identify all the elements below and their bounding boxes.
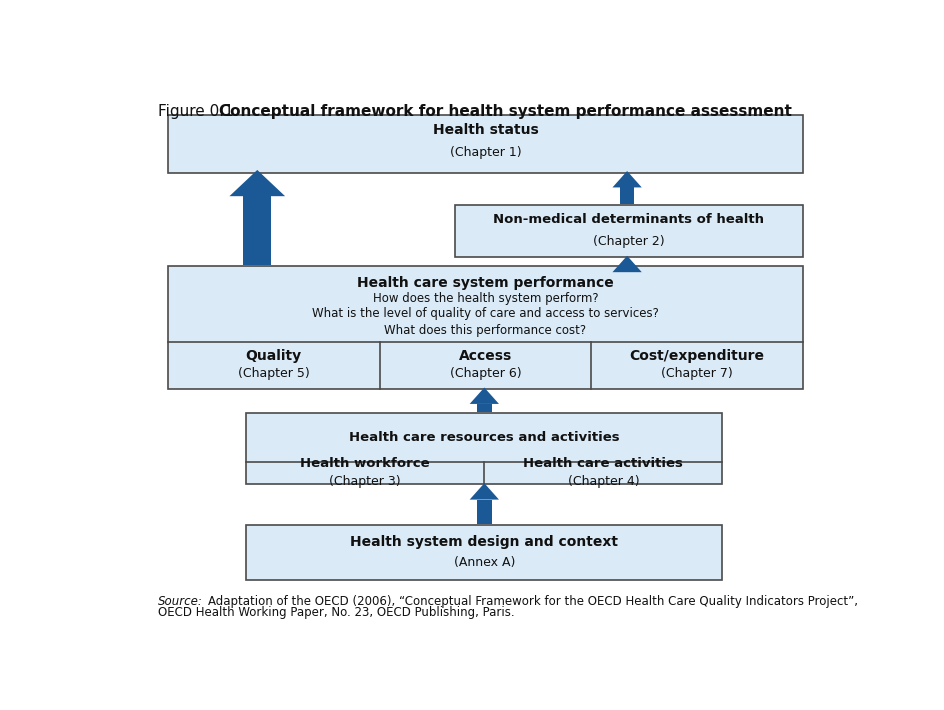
Polygon shape xyxy=(612,256,641,272)
Text: Figure 0.1.: Figure 0.1. xyxy=(159,104,239,119)
Text: (Chapter 2): (Chapter 2) xyxy=(593,235,664,248)
Bar xyxy=(246,413,721,484)
Text: Access: Access xyxy=(458,349,512,363)
Text: (Chapter 1): (Chapter 1) xyxy=(449,146,521,158)
Text: Health system design and context: Health system design and context xyxy=(350,535,617,549)
Text: What does this performance cost?: What does this performance cost? xyxy=(384,324,586,337)
Text: Cost/expenditure: Cost/expenditure xyxy=(629,349,764,363)
Text: Health care system performance: Health care system performance xyxy=(357,275,614,290)
Text: (Chapter 7): (Chapter 7) xyxy=(661,366,733,380)
Bar xyxy=(244,196,271,265)
Text: Health workforce: Health workforce xyxy=(300,457,430,470)
Text: Health care resources and activities: Health care resources and activities xyxy=(348,431,619,444)
Bar xyxy=(477,500,491,524)
Polygon shape xyxy=(612,171,641,187)
Text: OECD Health Working Paper, No. 23, OECD Publishing, Paris.: OECD Health Working Paper, No. 23, OECD … xyxy=(159,606,514,618)
Bar xyxy=(246,525,721,580)
Text: Quality: Quality xyxy=(245,349,301,363)
Bar xyxy=(455,205,802,258)
Text: (Chapter 5): (Chapter 5) xyxy=(238,366,310,380)
Bar xyxy=(168,115,802,173)
Text: Adaptation of the OECD (2006), “Conceptual Framework for the OECD Health Care Qu: Adaptation of the OECD (2006), “Conceptu… xyxy=(208,595,857,608)
Bar xyxy=(619,187,633,204)
Polygon shape xyxy=(469,484,498,500)
Text: Health status: Health status xyxy=(432,124,538,137)
Polygon shape xyxy=(469,388,498,404)
Text: (Chapter 4): (Chapter 4) xyxy=(567,474,638,488)
Text: How does the health system perform?: How does the health system perform? xyxy=(372,293,598,305)
Text: What is the level of quality of care and access to services?: What is the level of quality of care and… xyxy=(312,307,658,320)
Text: (Annex A): (Annex A) xyxy=(453,556,514,569)
Text: Source:: Source: xyxy=(159,595,203,608)
Polygon shape xyxy=(229,170,285,196)
Text: (Chapter 6): (Chapter 6) xyxy=(449,366,521,380)
Text: Non-medical determinants of health: Non-medical determinants of health xyxy=(493,213,764,226)
Bar xyxy=(477,404,491,412)
Text: (Chapter 3): (Chapter 3) xyxy=(329,474,400,488)
Text: Conceptual framework for health system performance assessment: Conceptual framework for health system p… xyxy=(219,104,791,119)
Bar xyxy=(619,265,633,272)
Text: Health care activities: Health care activities xyxy=(523,457,683,470)
Bar xyxy=(168,266,802,388)
